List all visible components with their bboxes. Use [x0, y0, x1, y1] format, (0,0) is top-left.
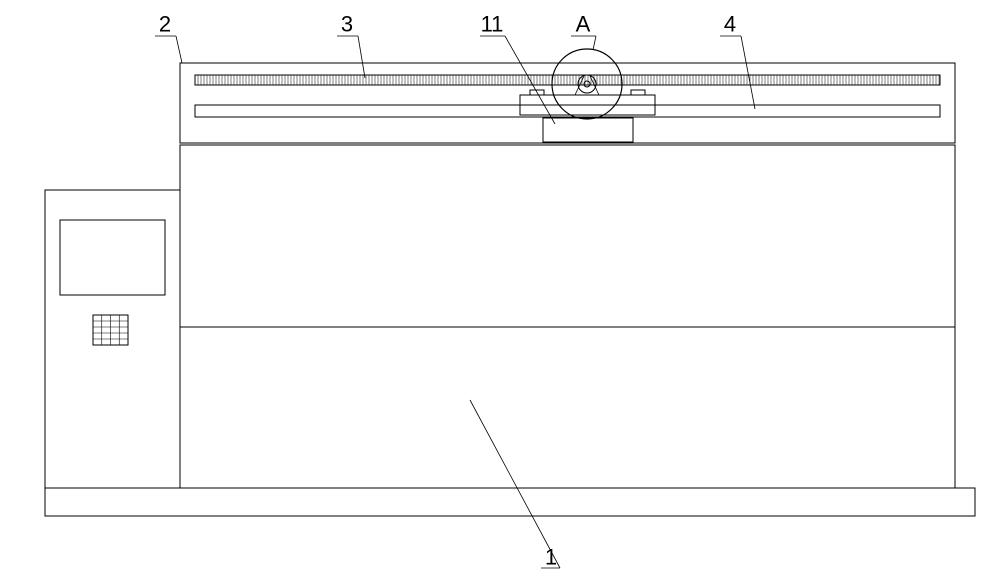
- label-3: 3: [341, 12, 353, 37]
- label-A: A: [576, 12, 591, 37]
- label-11: 11: [481, 12, 504, 37]
- label-4: 4: [724, 12, 736, 37]
- label-2: 2: [159, 12, 171, 37]
- label-1: 1: [545, 545, 557, 570]
- technical-drawing: 1 2 3 4 11 A: [0, 0, 1000, 571]
